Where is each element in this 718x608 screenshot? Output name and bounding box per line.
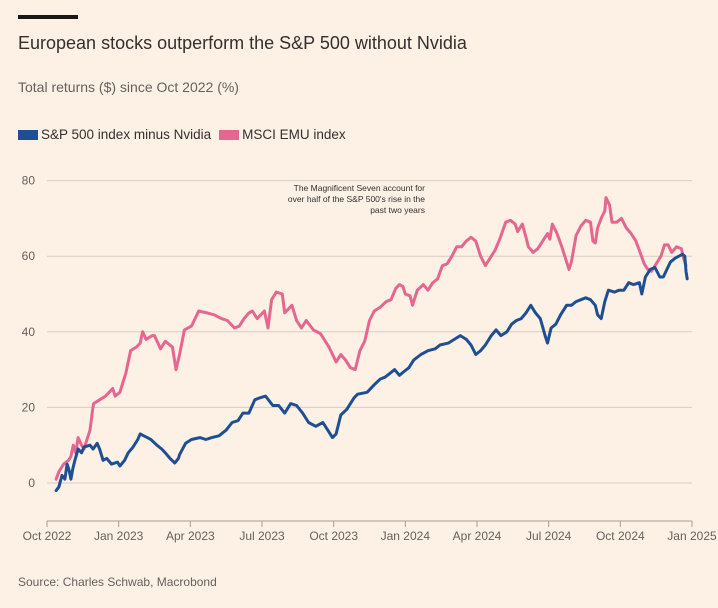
annotation-line-2: past two years (370, 205, 425, 215)
y-tick-label-80: 80 (22, 174, 36, 188)
y-tick-label-0: 0 (28, 476, 35, 490)
chart-title: European stocks outperform the S&P 500 w… (18, 33, 467, 53)
chart-subtitle: Total returns ($) since Oct 2022 (%) (18, 79, 239, 95)
legend: S&P 500 index minus Nvidia MSCI EMU inde… (18, 127, 354, 142)
legend-item-sp500: S&P 500 index minus Nvidia (18, 127, 211, 142)
top-rule (18, 15, 78, 19)
x-tick-label-0: Oct 2022 (23, 529, 72, 543)
y-tick-label-60: 60 (22, 249, 36, 263)
annotation-line-0: The Magnificent Seven account for (294, 183, 426, 193)
x-tick-label-6: Apr 2024 (453, 529, 502, 543)
x-tick-label-9: Jan 2025 (667, 529, 717, 543)
legend-label-sp500: S&P 500 index minus Nvidia (41, 127, 212, 142)
legend-label-msci: MSCI EMU index (242, 127, 346, 142)
x-tick-label-2: Apr 2023 (166, 529, 215, 543)
x-tick-label-8: Oct 2024 (596, 529, 645, 543)
y-tick-label-40: 40 (22, 325, 36, 339)
series-line-msci (54, 196, 688, 481)
x-axis: Oct 2022 Jan 2023 Apr 2023 Jul 2023 Oct 2023… (23, 520, 717, 543)
annotation-line-1: over half of the S&P 500's rise in the (288, 194, 425, 204)
y-axis-labels: 0 20 40 60 80 (22, 174, 36, 490)
source-note: Source: Charles Schwab, Macrobond (18, 575, 217, 589)
x-tick-label-4: Oct 2023 (309, 529, 358, 543)
x-tick-label-7: Jul 2024 (526, 529, 572, 543)
legend-swatch-sp500 (18, 129, 38, 140)
series-line-sp500 (54, 252, 689, 493)
x-tick-label-3: Jul 2023 (239, 529, 285, 543)
legend-item-msci: MSCI EMU index (219, 127, 346, 142)
legend-swatch-msci (219, 129, 240, 140)
series-lines (54, 196, 689, 493)
x-tick-label-1: Jan 2023 (94, 529, 144, 543)
gridlines (47, 180, 692, 484)
x-tick-label-5: Jan 2024 (381, 529, 431, 543)
y-tick-label-20: 20 (22, 400, 36, 414)
